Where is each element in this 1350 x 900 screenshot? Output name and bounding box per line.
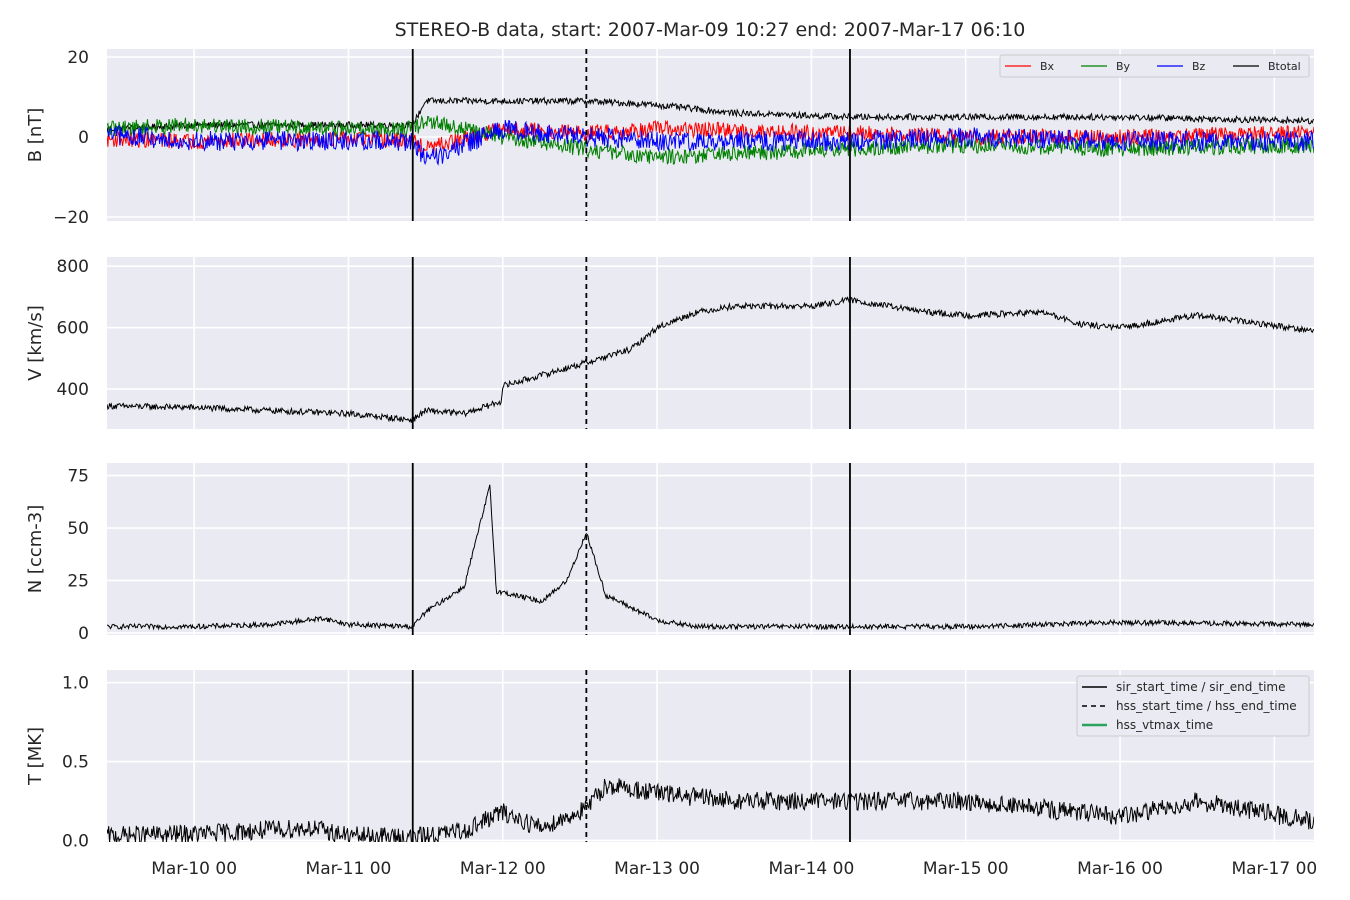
y-tick-label: 400 <box>57 380 89 400</box>
legend-label-Btotal: Btotal <box>1268 60 1301 73</box>
plot-area <box>107 257 1314 429</box>
y-axis-label: N [ccm-3] <box>25 505 46 594</box>
legend-label-Bx: Bx <box>1040 60 1055 73</box>
panel-N: 0 25 50 75 N [ccm-3] <box>25 463 1314 644</box>
x-tick-label: Mar-15 00 <box>923 859 1009 879</box>
legend-box <box>999 54 1310 78</box>
y-tick-label: 20 <box>67 48 89 68</box>
y-tick-label: −20 <box>53 208 89 228</box>
x-tick-label: Mar-10 00 <box>151 859 237 879</box>
y-axis-label: B [nT] <box>25 108 46 163</box>
plot-area <box>107 463 1314 635</box>
x-tick-label: Mar-17 00 <box>1231 859 1317 879</box>
y-tick-label: 800 <box>57 257 89 277</box>
panel-V: 400 600 800 V [km/s] <box>25 257 1314 429</box>
y-tick-label: 0.5 <box>62 753 89 773</box>
y-tick-label: 50 <box>67 519 89 539</box>
y-tick-label: 0 <box>78 624 89 644</box>
legend-box <box>1076 675 1310 737</box>
y-axis-label: V [km/s] <box>25 305 46 380</box>
y-tick-label: 1.0 <box>62 674 89 694</box>
y-tick-label: 0.0 <box>62 831 89 851</box>
y-tick-label: 25 <box>67 571 89 591</box>
series-line-T <box>107 778 1314 842</box>
series-line-V <box>107 296 1314 423</box>
x-tick-label: Mar-11 00 <box>306 859 392 879</box>
chart-title: STEREO-B data, start: 2007-Mar-09 10:27 … <box>395 19 1026 41</box>
legend-label: hss_vtmax_time <box>1116 718 1213 732</box>
legend-label: hss_start_time / hss_end_time <box>1116 699 1297 713</box>
series-line-Bz <box>107 119 1314 166</box>
x-tick-label: Mar-13 00 <box>614 859 700 879</box>
panel-B: −20 0 20 B [nT] Bx By Bz Btotal <box>25 48 1314 228</box>
series-line-N <box>107 484 1314 631</box>
legend-b: Bx By Bz Btotal <box>999 54 1310 78</box>
x-tick-label: Mar-12 00 <box>460 859 546 879</box>
y-axis-label: T [MK] <box>25 727 46 786</box>
x-tick-label: Mar-14 00 <box>768 859 854 879</box>
y-tick-label: 75 <box>67 467 89 487</box>
y-tick-label: 0 <box>78 128 89 148</box>
x-tick-label: Mar-16 00 <box>1077 859 1163 879</box>
legend-label: sir_start_time / sir_end_time <box>1116 680 1286 694</box>
legend-label-Bz: Bz <box>1192 60 1206 73</box>
legend-label-By: By <box>1116 60 1131 73</box>
legend-events: sir_start_time / sir_end_time hss_start_t… <box>1076 675 1310 737</box>
y-tick-label: 600 <box>57 319 89 339</box>
